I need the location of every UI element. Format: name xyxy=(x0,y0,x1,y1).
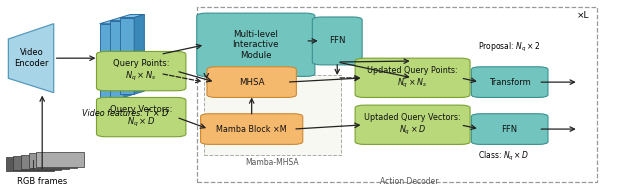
FancyBboxPatch shape xyxy=(97,97,186,137)
Text: RGB frames: RGB frames xyxy=(17,177,67,186)
Text: Video features: T × D: Video features: T × D xyxy=(82,109,168,118)
Polygon shape xyxy=(100,24,114,100)
FancyBboxPatch shape xyxy=(471,114,548,144)
Polygon shape xyxy=(8,24,54,93)
FancyBboxPatch shape xyxy=(471,67,548,97)
Text: Video
Encoder: Video Encoder xyxy=(14,48,49,68)
Polygon shape xyxy=(120,18,134,94)
Polygon shape xyxy=(124,18,134,97)
FancyBboxPatch shape xyxy=(6,157,54,171)
Polygon shape xyxy=(110,18,134,21)
Text: Uptaded Query Vectors:
$N_q \times D$: Uptaded Query Vectors: $N_q \times D$ xyxy=(364,113,461,137)
Text: Updated Query Points:
$N_q \times N_s$: Updated Query Points: $N_q \times N_s$ xyxy=(367,66,458,90)
Text: Proposal: $N_q \times 2$: Proposal: $N_q \times 2$ xyxy=(478,41,541,54)
FancyBboxPatch shape xyxy=(36,152,84,167)
FancyBboxPatch shape xyxy=(200,114,303,144)
Text: Transform: Transform xyxy=(489,78,531,87)
FancyBboxPatch shape xyxy=(207,67,296,97)
Text: Class: $N_q \times D$: Class: $N_q \times D$ xyxy=(478,150,530,163)
FancyBboxPatch shape xyxy=(13,156,61,170)
Polygon shape xyxy=(110,21,124,97)
Polygon shape xyxy=(100,21,124,24)
Text: Query Points:
$N_q \times N_s$: Query Points: $N_q \times N_s$ xyxy=(113,59,170,83)
Text: Mamba Block ×M: Mamba Block ×M xyxy=(216,124,287,134)
Text: Mamba-MHSA: Mamba-MHSA xyxy=(245,158,299,167)
FancyBboxPatch shape xyxy=(97,52,186,91)
Text: MHSA: MHSA xyxy=(239,78,264,87)
FancyBboxPatch shape xyxy=(355,58,470,97)
Text: |: | xyxy=(33,160,35,169)
FancyBboxPatch shape xyxy=(29,153,77,168)
Text: Query Vectors:
$N_q \times D$: Query Vectors: $N_q \times D$ xyxy=(110,105,172,129)
FancyBboxPatch shape xyxy=(355,105,470,144)
FancyBboxPatch shape xyxy=(204,75,341,155)
Polygon shape xyxy=(120,14,145,18)
Text: ×L: ×L xyxy=(577,11,589,19)
Text: Multi-level
Interactive
Module: Multi-level Interactive Module xyxy=(232,30,279,60)
Polygon shape xyxy=(134,14,145,94)
Text: FFN: FFN xyxy=(329,36,346,45)
Text: ...: ... xyxy=(141,57,152,67)
FancyBboxPatch shape xyxy=(196,13,315,76)
Text: FFN: FFN xyxy=(502,124,518,134)
Text: Action Decoder: Action Decoder xyxy=(380,177,438,186)
Polygon shape xyxy=(114,21,124,100)
FancyBboxPatch shape xyxy=(21,155,69,169)
FancyBboxPatch shape xyxy=(312,17,362,65)
